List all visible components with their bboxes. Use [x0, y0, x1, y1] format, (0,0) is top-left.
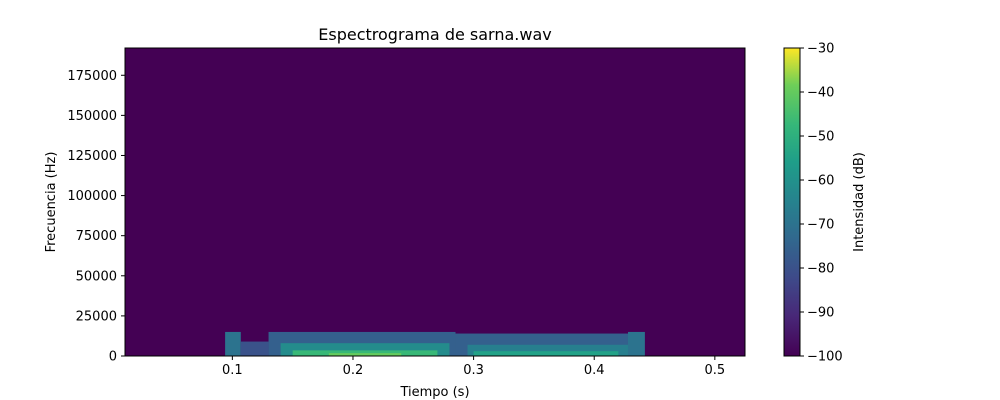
- spectrogram-cell: [627, 331, 645, 356]
- colorbar: [783, 47, 801, 357]
- x-axis: 0.1 0.2 0.3 0.4 0.5: [222, 356, 725, 378]
- x-tick-label: 0.3: [463, 363, 484, 378]
- x-tick-label: 0.5: [705, 363, 726, 378]
- y-tick-label: 100000: [67, 189, 117, 204]
- colorbar-label: Intensidad (dB): [852, 152, 867, 252]
- colorbar-axis: −30 −40 −50 −60 −70 −80 −90 −100: [800, 42, 843, 365]
- colorbar-tick-label: −30: [807, 42, 834, 57]
- plot-frame: [124, 47, 746, 357]
- y-tick-label: 50000: [76, 269, 117, 284]
- colorbar-tick-label: −90: [807, 306, 834, 321]
- colorbar-tick-label: −80: [807, 262, 834, 277]
- colorbar-tick-label: −50: [807, 130, 834, 145]
- spectrogram-cell: [328, 353, 402, 356]
- spectrogram-heatmap: [225, 331, 645, 356]
- plot-background: [125, 48, 745, 356]
- colorbar-tick-label: −100: [807, 350, 843, 365]
- spectrogram-cell: [473, 351, 619, 356]
- y-axis: 0 25000 50000 75000 100000 125000 150000 175000: [67, 69, 125, 365]
- colorbar-tick-label: −70: [807, 218, 834, 233]
- y-tick-label: 25000: [76, 309, 117, 324]
- y-tick-label: 75000: [76, 229, 117, 244]
- x-tick-label: 0.1: [222, 363, 243, 378]
- spectrogram-cell: [225, 331, 241, 356]
- y-axis-label: Frecuencia (Hz): [44, 152, 59, 253]
- x-tick-label: 0.2: [343, 363, 364, 378]
- spectrogram-cell: [240, 341, 269, 356]
- x-axis-label: Tiempo (s): [399, 385, 469, 400]
- chart-title: Espectrograma de sarna.wav: [318, 25, 551, 44]
- colorbar-tick-label: −60: [807, 174, 834, 189]
- colorbar-tick-label: −40: [807, 86, 834, 101]
- x-tick-label: 0.4: [584, 363, 605, 378]
- y-tick-label: 0: [109, 350, 117, 365]
- spectrogram-cell: [467, 344, 631, 356]
- y-tick-label: 150000: [67, 109, 117, 124]
- y-tick-label: 175000: [67, 69, 117, 84]
- y-tick-label: 125000: [67, 149, 117, 164]
